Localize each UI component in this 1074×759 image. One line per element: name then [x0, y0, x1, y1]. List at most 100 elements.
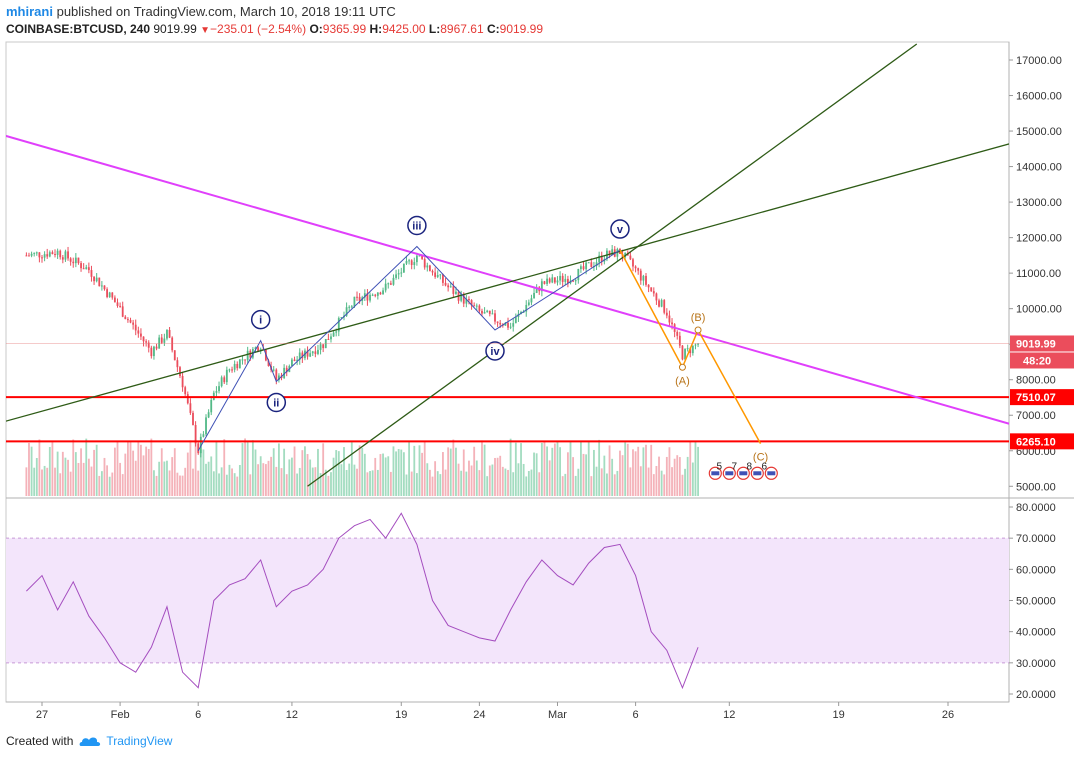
price-tick-label: 13000.00: [1016, 197, 1062, 209]
volume-bar: [361, 447, 364, 496]
volume-bar: [613, 474, 616, 496]
candle-body: [197, 443, 200, 454]
candle-body: [67, 251, 69, 259]
candle-body: [244, 359, 246, 361]
correction-label-1: (B): [691, 312, 706, 324]
volume-bar: [259, 456, 262, 496]
time-tick-label: 6: [195, 709, 201, 721]
volume-bar: [317, 448, 319, 496]
candle-body: [124, 316, 127, 320]
candle-body: [475, 305, 478, 307]
volume-bar: [426, 463, 429, 496]
candle-body: [652, 291, 655, 294]
time-tick-label: 6: [633, 709, 639, 721]
candle-body: [356, 296, 358, 298]
volume-bar: [254, 449, 257, 496]
candle-body: [48, 252, 51, 257]
price-tick-label: 16000.00: [1016, 91, 1062, 103]
volume-bar: [67, 459, 69, 496]
volume-bar: [142, 455, 145, 496]
candle-body: [434, 272, 437, 277]
volume-bar: [293, 446, 296, 496]
candle-body: [481, 310, 483, 314]
event-count-label: 5: [717, 461, 723, 472]
countdown-badge: [1010, 352, 1074, 369]
volume-bar: [413, 445, 416, 496]
candle-body: [228, 369, 231, 371]
candle-body: [600, 255, 603, 262]
volume-bar: [379, 454, 382, 496]
volume-bar: [676, 455, 679, 496]
volume-bar: [624, 442, 627, 496]
volume-bar: [127, 441, 129, 496]
volume-bar: [100, 471, 103, 496]
rsi-tick-label: 80.0000: [1016, 502, 1056, 514]
rsi-tick-label: 70.0000: [1016, 533, 1056, 545]
volume-bar: [439, 474, 442, 496]
volume-bar: [77, 462, 80, 496]
volume-bar: [280, 468, 283, 496]
high-value: 9425.00: [382, 22, 426, 36]
candle-body: [384, 283, 387, 291]
candle-body: [319, 344, 322, 350]
volume-bar: [392, 446, 395, 496]
candle-body: [353, 296, 356, 307]
volume-bar: [569, 441, 572, 496]
volume-bar: [606, 473, 608, 496]
rsi-tick-label: 40.0000: [1016, 627, 1056, 639]
volume-bar: [436, 471, 439, 496]
volume-bar: [348, 463, 351, 496]
candle-body: [87, 267, 90, 271]
candle-body: [54, 254, 56, 256]
volume-bar: [681, 474, 684, 496]
candle-body: [400, 272, 403, 274]
candle-body: [637, 268, 640, 271]
candle-body: [119, 305, 122, 307]
volume-bar: [418, 445, 421, 496]
volume-bar: [387, 456, 390, 496]
volume-bar: [559, 447, 561, 496]
volume-bar: [637, 446, 640, 496]
candle-body: [660, 300, 663, 307]
volume-bar: [384, 457, 387, 496]
created-with-text: Created with: [6, 734, 74, 748]
volume-bar: [483, 444, 486, 496]
author-name[interactable]: mhirani: [6, 4, 53, 19]
green-trendline: [307, 43, 918, 487]
volume-bar: [665, 456, 668, 496]
event-flag-stripe: [711, 471, 720, 476]
volume-bar: [582, 453, 585, 496]
volume-bar: [496, 457, 499, 496]
candle-body: [358, 296, 361, 301]
candle-body: [278, 375, 280, 381]
tradingview-link[interactable]: TradingView: [79, 734, 172, 748]
candle-body: [572, 280, 575, 282]
candle-body: [556, 280, 559, 283]
volume-bar: [111, 472, 114, 496]
volume-bar: [590, 476, 593, 496]
volume-bar: [431, 476, 434, 496]
volume-bar: [192, 468, 194, 496]
green-trendline: [6, 143, 1009, 422]
symbol-label: COINBASE:BTCUSD, 240: [6, 22, 151, 36]
event-flag-stripe: [753, 471, 762, 476]
volume-bar: [504, 468, 507, 496]
candle-body: [553, 277, 556, 283]
time-tick-label: 27: [36, 709, 48, 721]
volume-bar: [116, 440, 119, 496]
tradingview-cloud-icon: [79, 737, 101, 746]
candle-body: [689, 348, 692, 354]
candle-body: [293, 359, 296, 362]
volume-bar: [397, 448, 400, 496]
candle-body: [514, 317, 517, 324]
volume-bar: [233, 473, 236, 496]
candle-body: [473, 305, 476, 307]
candle-body: [142, 336, 145, 342]
candle-body: [374, 294, 377, 296]
volume-bar: [267, 460, 270, 496]
support-axis-badge: [1010, 389, 1074, 406]
candle-body: [452, 286, 455, 294]
candle-body: [345, 307, 348, 316]
candle-body: [678, 335, 681, 346]
